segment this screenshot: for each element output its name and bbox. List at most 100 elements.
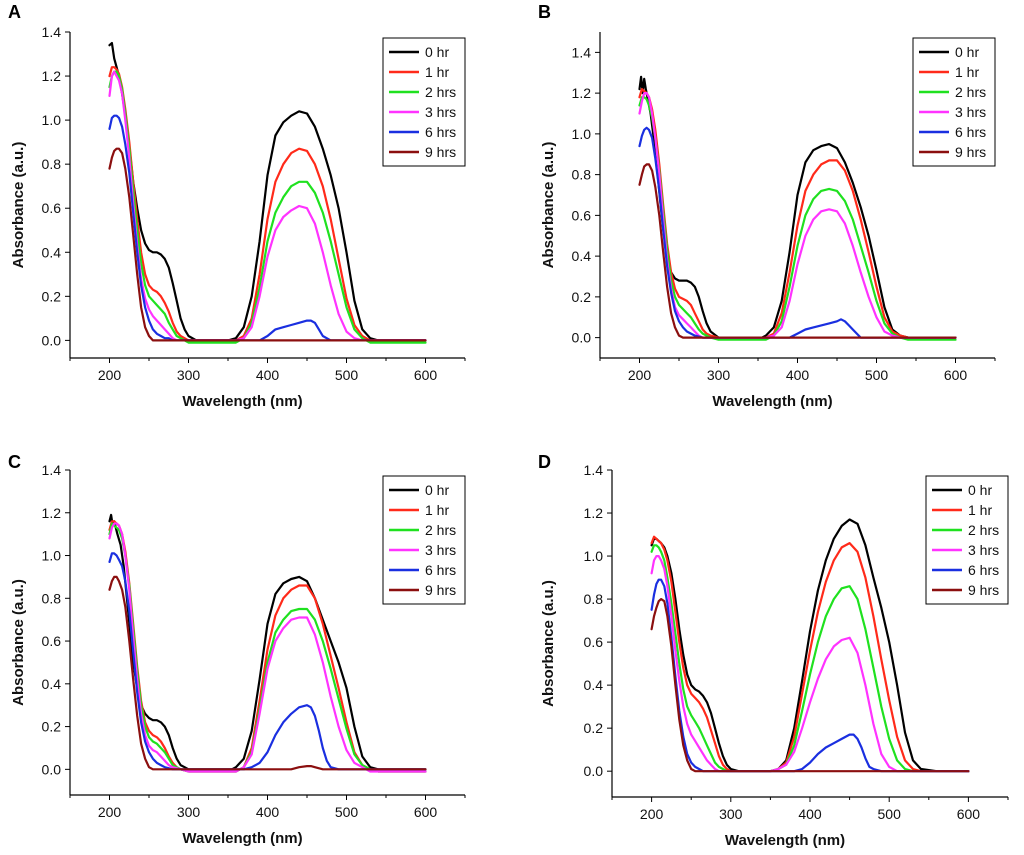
legend: 0 hr 1 hr 2 hrs 3 hrs 6 hrs 9 hrs [382,475,466,605]
legend: 0 hr 1 hr 2 hrs 3 hrs 6 hrs 9 hrs [382,37,466,167]
y-tick-label: 0.4 [42,244,62,260]
x-tick-label: 500 [335,367,359,383]
legend-label: 9 hrs [425,582,456,598]
plot-area [108,41,427,344]
y-axis-title: Absorbance (a.u.) [10,579,27,706]
plot-area [638,75,957,341]
y-tick-label: 1.0 [572,126,592,142]
panel-b: B 200 300 400 500 600 0.0 0.2 0.4 0.6 0.8 1.0 1.2 1.4… [538,2,996,410]
y-axis-title: Absorbance (a.u.) [10,142,27,269]
plot-area [108,513,427,773]
series-line-6-hrs [638,126,957,339]
y-tick-label: 1.4 [572,44,592,60]
x-tick-label: 600 [957,806,981,822]
x-tick-label: 300 [177,367,201,383]
legend-label: 2 hrs [425,522,456,538]
series-line-2-hrs [650,544,970,773]
y-tick-label: 0.6 [42,633,62,649]
series-line-0-hr [108,41,427,342]
y-tick-label: 0.8 [42,590,62,606]
panel-label: B [538,2,551,22]
legend-label: 6 hrs [425,124,456,140]
y-tick-label: 0.2 [42,288,62,304]
legend-label: 1 hr [425,64,449,80]
series-line-3-hrs [108,522,427,773]
legend-box [382,37,466,167]
y-tick-label: 1.2 [572,85,592,101]
series-line-1-hr [108,66,427,342]
x-tick-label: 600 [944,367,968,383]
y-tick-label: 1.0 [42,112,62,128]
y-tick-label: 0.0 [42,332,62,348]
x-tick-label: 500 [865,367,889,383]
x-tick-label: 200 [98,804,122,820]
x-axis-title: Wavelength (nm) [712,393,832,410]
series-line-0-hr [638,75,957,339]
x-tick-label: 400 [786,367,810,383]
y-tick-label: 0.6 [572,207,592,223]
panel-d: D 200 300 400 500 600 0.0 0.2 0.4 0.6 0.8 1.0 1.2 1.4… [538,452,1009,849]
y-tick-label: 0.4 [42,676,62,692]
legend-label: 0 hr [425,482,449,498]
legend-label: 0 hr [968,482,992,498]
legend-label: 1 hr [968,502,992,518]
legend: 0 hr 1 hr 2 hrs 3 hrs 6 hrs 9 hrs [912,37,996,167]
series-line-2-hrs [638,96,957,341]
y-tick-label: 0.8 [572,167,592,183]
y-tick-label: 0.6 [42,200,62,216]
y-tick-label: 1.2 [42,68,62,84]
legend-label: 9 hrs [425,144,456,160]
legend-label: 1 hr [425,502,449,518]
series-line-9-hrs [650,598,970,773]
x-tick-label: 300 [719,806,743,822]
x-tick-label: 500 [878,806,902,822]
y-tick-label: 1.4 [584,462,604,478]
x-axis-title: Wavelength (nm) [182,393,302,410]
legend-label: 2 hrs [425,84,456,100]
x-tick-label: 200 [640,806,664,822]
x-tick-label: 600 [414,804,438,820]
y-tick-label: 0.4 [572,248,592,264]
series-line-9-hrs [108,147,427,342]
x-tick-label: 400 [798,806,822,822]
series-line-9-hrs [108,575,427,771]
x-tick-label: 500 [335,804,359,820]
legend: 0 hr 1 hr 2 hrs 3 hrs 6 hrs 9 hrs [925,475,1009,605]
legend-label: 1 hr [955,64,979,80]
y-tick-label: 1.4 [42,462,62,478]
y-tick-label: 1.0 [42,548,62,564]
legend-label: 9 hrs [968,582,999,598]
legend-label: 2 hrs [955,84,986,100]
legend-label: 3 hrs [425,542,456,558]
y-tick-label: 1.2 [584,505,604,521]
legend-label: 9 hrs [955,144,986,160]
legend-label: 3 hrs [425,104,456,120]
legend-box [912,37,996,167]
x-tick-label: 200 [98,367,122,383]
legend-box [925,475,1009,605]
x-tick-label: 400 [256,367,280,383]
y-tick-label: 0.6 [584,634,604,650]
legend-label: 3 hrs [955,104,986,120]
panel-c: C 200 300 400 500 600 0.0 0.2 0.4 0.6 0.8 1.0 1.2 1.4… [8,452,466,847]
x-tick-label: 400 [256,804,280,820]
series-line-3-hrs [650,555,970,773]
legend-label: 6 hrs [968,562,999,578]
series-line-3-hrs [108,70,427,342]
y-tick-label: 0.2 [42,719,62,735]
x-tick-label: 600 [414,367,438,383]
x-axis-title: Wavelength (nm) [725,832,845,849]
y-tick-label: 0.2 [584,720,604,736]
y-tick-label: 1.2 [42,505,62,521]
y-tick-label: 1.0 [584,548,604,564]
legend-label: 6 hrs [425,562,456,578]
panel-label: A [8,2,21,22]
panel-label: D [538,452,551,472]
series-line-1-hr [650,535,970,773]
legend-label: 0 hr [955,44,979,60]
y-tick-label: 0.8 [584,591,604,607]
panel-label: C [8,452,21,472]
x-axis-title: Wavelength (nm) [182,830,302,847]
series-line-0-hr [108,513,427,771]
plot-area [650,518,970,773]
